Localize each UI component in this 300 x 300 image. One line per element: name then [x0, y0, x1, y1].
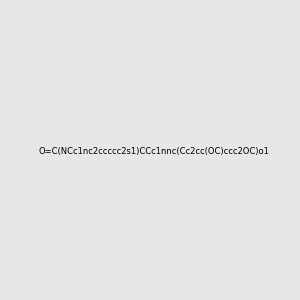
Text: O=C(NCc1nc2ccccc2s1)CCc1nnc(Cc2cc(OC)ccc2OC)o1: O=C(NCc1nc2ccccc2s1)CCc1nnc(Cc2cc(OC)ccc…: [38, 147, 269, 156]
